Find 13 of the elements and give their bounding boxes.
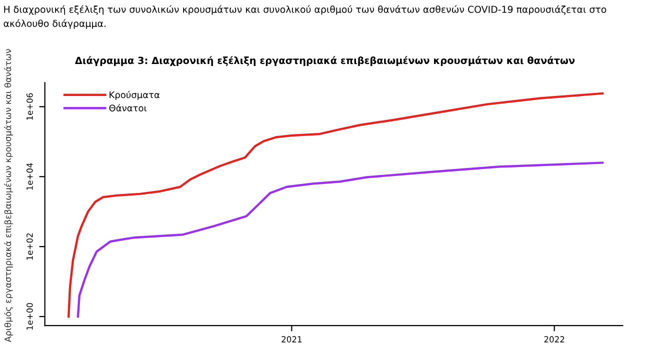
y-axis-title: Αριθμός εργαστηριακά επιβεβαιωμένων κρουσμάτων και θανάτων: [4, 49, 13, 342]
line-series: [67, 92, 604, 318]
text: Η διαχρονική εξέλιξη των συνολικών κρουσμάτων και συνολικού αριθμού των θανάτων ασθενών COVID-19 παρουσιάζεται στο ακόλουθο διάγραμμα.: [4, 5, 606, 29]
chart-title: Διάγραμμα 3: Διαχρονική εξέλιξη εργαστηριακά επιβεβαιωμένων κρουσμάτων και θανάτων: [74, 56, 575, 66]
y-tick-label: 1e+04: [26, 163, 33, 190]
y-tick-label: 1e+02: [26, 233, 33, 260]
legend-label: Θάνατοι: [109, 104, 147, 112]
y-tick-label: 1e+06: [26, 93, 33, 120]
y-tick-label: 1e+00: [26, 303, 33, 330]
line-series: [76, 162, 604, 318]
x-tick-label: 2021: [282, 336, 302, 342]
legend-label: Κρούσματα: [110, 90, 160, 100]
x-tick-label: 2022: [544, 336, 564, 342]
